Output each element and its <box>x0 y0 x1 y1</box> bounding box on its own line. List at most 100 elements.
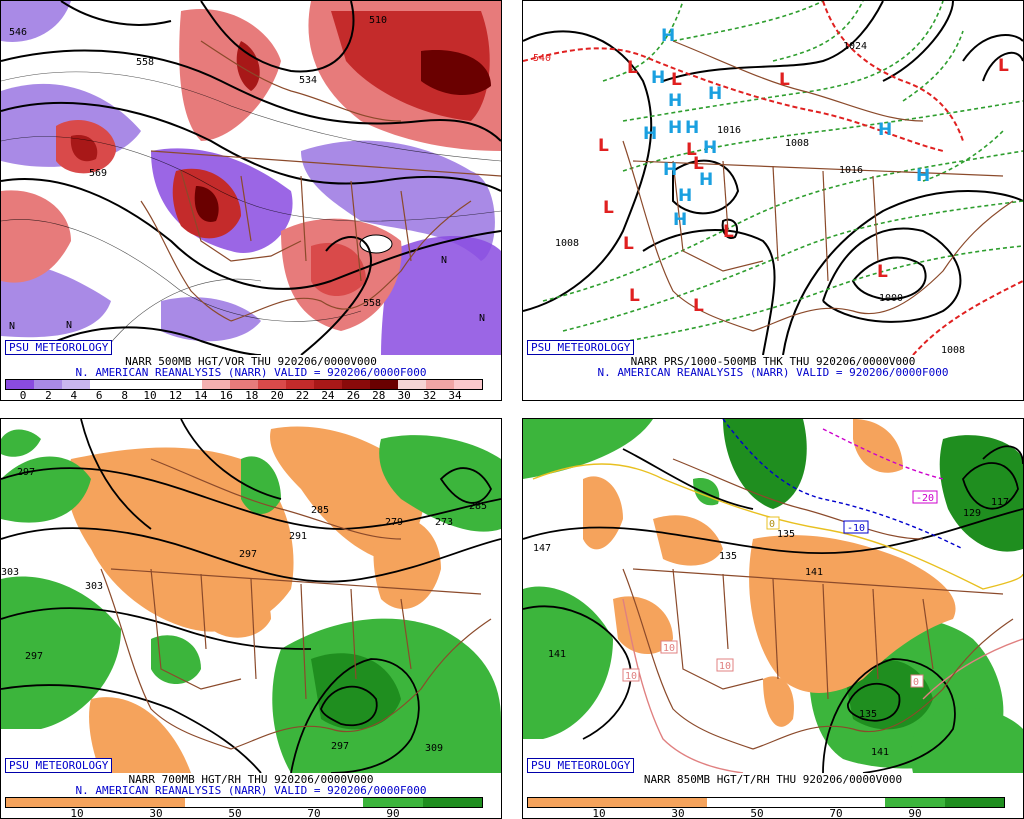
svg-text:L: L <box>723 222 734 242</box>
colorbar-tick-label: 70 <box>307 807 321 819</box>
panel-caption-valid: N. AMERICAN REANALYSIS (NARR) VALID = 92… <box>75 366 427 379</box>
panel-caption-title: NARR 850MB HGT/T/RH THU 920206/0000V000 <box>643 773 903 786</box>
colorbar-swatch <box>230 380 258 389</box>
psu-meteorology-badge: PSU METEOROLOGY <box>527 340 635 355</box>
panel-caption-title: NARR 700MB HGT/RH THU 920206/0000V000 <box>128 773 374 786</box>
colorbar-tick-label: 10 <box>70 807 84 819</box>
colorbar-swatch <box>6 798 66 807</box>
svg-text:0: 0 <box>913 677 919 688</box>
svg-text:309: 309 <box>425 743 443 754</box>
colorbar-swatch <box>398 380 426 389</box>
svg-text:141: 141 <box>548 649 566 660</box>
svg-text:N: N <box>479 313 485 324</box>
colorbar-tick-label: 14 <box>194 389 208 401</box>
colorbar-swatch <box>258 380 286 389</box>
svg-text:H: H <box>643 124 657 144</box>
colorbar-swatch <box>174 380 202 389</box>
svg-text:558: 558 <box>363 298 381 309</box>
svg-text:N: N <box>9 321 15 332</box>
svg-text:L: L <box>629 286 640 306</box>
colorbar-swatch <box>62 380 90 389</box>
svg-text:147: 147 <box>533 543 551 554</box>
psu-meteorology-badge: PSU METEOROLOGY <box>5 340 113 355</box>
rh850-field: 147 135 141 141 135 141 135 129 117 -20 … <box>523 419 1023 773</box>
svg-text:-20: -20 <box>916 493 934 504</box>
svg-text:141: 141 <box>871 747 889 758</box>
rh850-colorbar <box>527 797 1005 808</box>
svg-text:117: 117 <box>991 497 1009 508</box>
colorbar-tick-label: 20 <box>270 389 284 401</box>
map-850mb-t-rh: 147 135 141 141 135 141 135 129 117 -20 … <box>523 419 1023 773</box>
colorbar-swatch <box>766 798 826 807</box>
svg-text:0: 0 <box>769 519 775 530</box>
panel-caption-valid: N. AMERICAN REANALYSIS (NARR) VALID = 92… <box>597 366 949 379</box>
colorbar-swatch <box>90 380 118 389</box>
colorbar-swatch <box>825 798 885 807</box>
colorbar-tick-label: 10 <box>143 389 157 401</box>
map-mslp-thickness: 540 1024 1016 1008 1008 1000 1016 1008 H… <box>523 1 1023 355</box>
colorbar-tick-label: 16 <box>219 389 233 401</box>
colorbar-tick-label: 30 <box>671 807 685 819</box>
svg-text:1008: 1008 <box>555 238 579 249</box>
svg-text:H: H <box>685 118 699 138</box>
colorbar-swatch <box>342 380 370 389</box>
psu-meteorology-badge: PSU METEOROLOGY <box>5 758 113 773</box>
colorbar-swatch <box>706 798 766 807</box>
svg-text:H: H <box>678 186 692 206</box>
colorbar-tick-label: 26 <box>346 389 360 401</box>
svg-text:N: N <box>441 255 447 266</box>
colorbar-tick-label: 32 <box>422 389 437 401</box>
svg-text:L: L <box>877 262 888 282</box>
svg-text:H: H <box>703 138 717 158</box>
svg-text:H: H <box>699 170 713 190</box>
svg-text:H: H <box>668 118 682 138</box>
svg-text:L: L <box>998 56 1009 76</box>
colorbar-tick-label: 50 <box>750 807 764 819</box>
panel-500mb-vorticity: 546 558 510 534 569 558 N N N N PSU METE… <box>0 0 502 401</box>
svg-text:546: 546 <box>9 27 27 38</box>
panel-700mb-rh: 297 285 291 297 279 273 285 303 303 297 … <box>0 418 502 819</box>
svg-text:297: 297 <box>17 467 35 478</box>
colorbar-swatch <box>34 380 62 389</box>
colorbar-tick-label: 0 <box>19 389 27 401</box>
svg-text:569: 569 <box>89 168 107 179</box>
svg-text:303: 303 <box>85 581 103 592</box>
svg-text:297: 297 <box>25 651 43 662</box>
svg-text:N: N <box>66 320 72 331</box>
map-500mb-vorticity: 546 558 510 534 569 558 N N N N <box>1 1 501 355</box>
svg-text:135: 135 <box>859 709 877 720</box>
svg-text:L: L <box>623 234 634 254</box>
colorbar-tick-label: 6 <box>95 389 103 401</box>
rh700-field: 297 285 291 297 279 273 285 303 303 297 … <box>1 419 501 773</box>
colorbar-tick-label: 18 <box>245 389 259 401</box>
colorbar-swatch <box>422 798 482 807</box>
vorticity-colorbar <box>5 379 483 390</box>
colorbar-tick-label: 34 <box>448 389 462 401</box>
svg-text:1024: 1024 <box>843 41 867 52</box>
colorbar-swatch <box>125 798 185 807</box>
svg-text:-10: -10 <box>847 523 865 534</box>
colorbar-swatch <box>944 798 1004 807</box>
colorbar-tick-label: 10 <box>592 807 606 819</box>
svg-text:273: 273 <box>435 517 453 528</box>
svg-text:135: 135 <box>719 551 737 562</box>
svg-text:297: 297 <box>331 741 349 752</box>
colorbar-tick-label: 12 <box>168 389 183 401</box>
svg-text:H: H <box>661 26 675 46</box>
colorbar-swatch <box>363 798 423 807</box>
colorbar-swatch <box>454 380 482 389</box>
svg-text:10: 10 <box>719 661 731 672</box>
svg-text:L: L <box>693 154 704 174</box>
colorbar-swatch <box>202 380 230 389</box>
colorbar-swatch <box>647 798 707 807</box>
colorbar-swatch <box>426 380 454 389</box>
panel-caption-title: NARR 500MB HGT/VOR THU 920206/0000V000 <box>125 355 377 368</box>
colorbar-tick-label: 30 <box>397 389 411 401</box>
svg-text:H: H <box>878 120 892 140</box>
svg-text:L: L <box>627 58 638 78</box>
panel-850mb-t-rh: 147 135 141 141 135 141 135 129 117 -20 … <box>522 418 1024 819</box>
svg-text:303: 303 <box>1 567 19 578</box>
colorbar-tick-label: 28 <box>372 389 386 401</box>
colorbar-tick-label: 90 <box>908 807 922 819</box>
svg-text:L: L <box>598 136 609 156</box>
